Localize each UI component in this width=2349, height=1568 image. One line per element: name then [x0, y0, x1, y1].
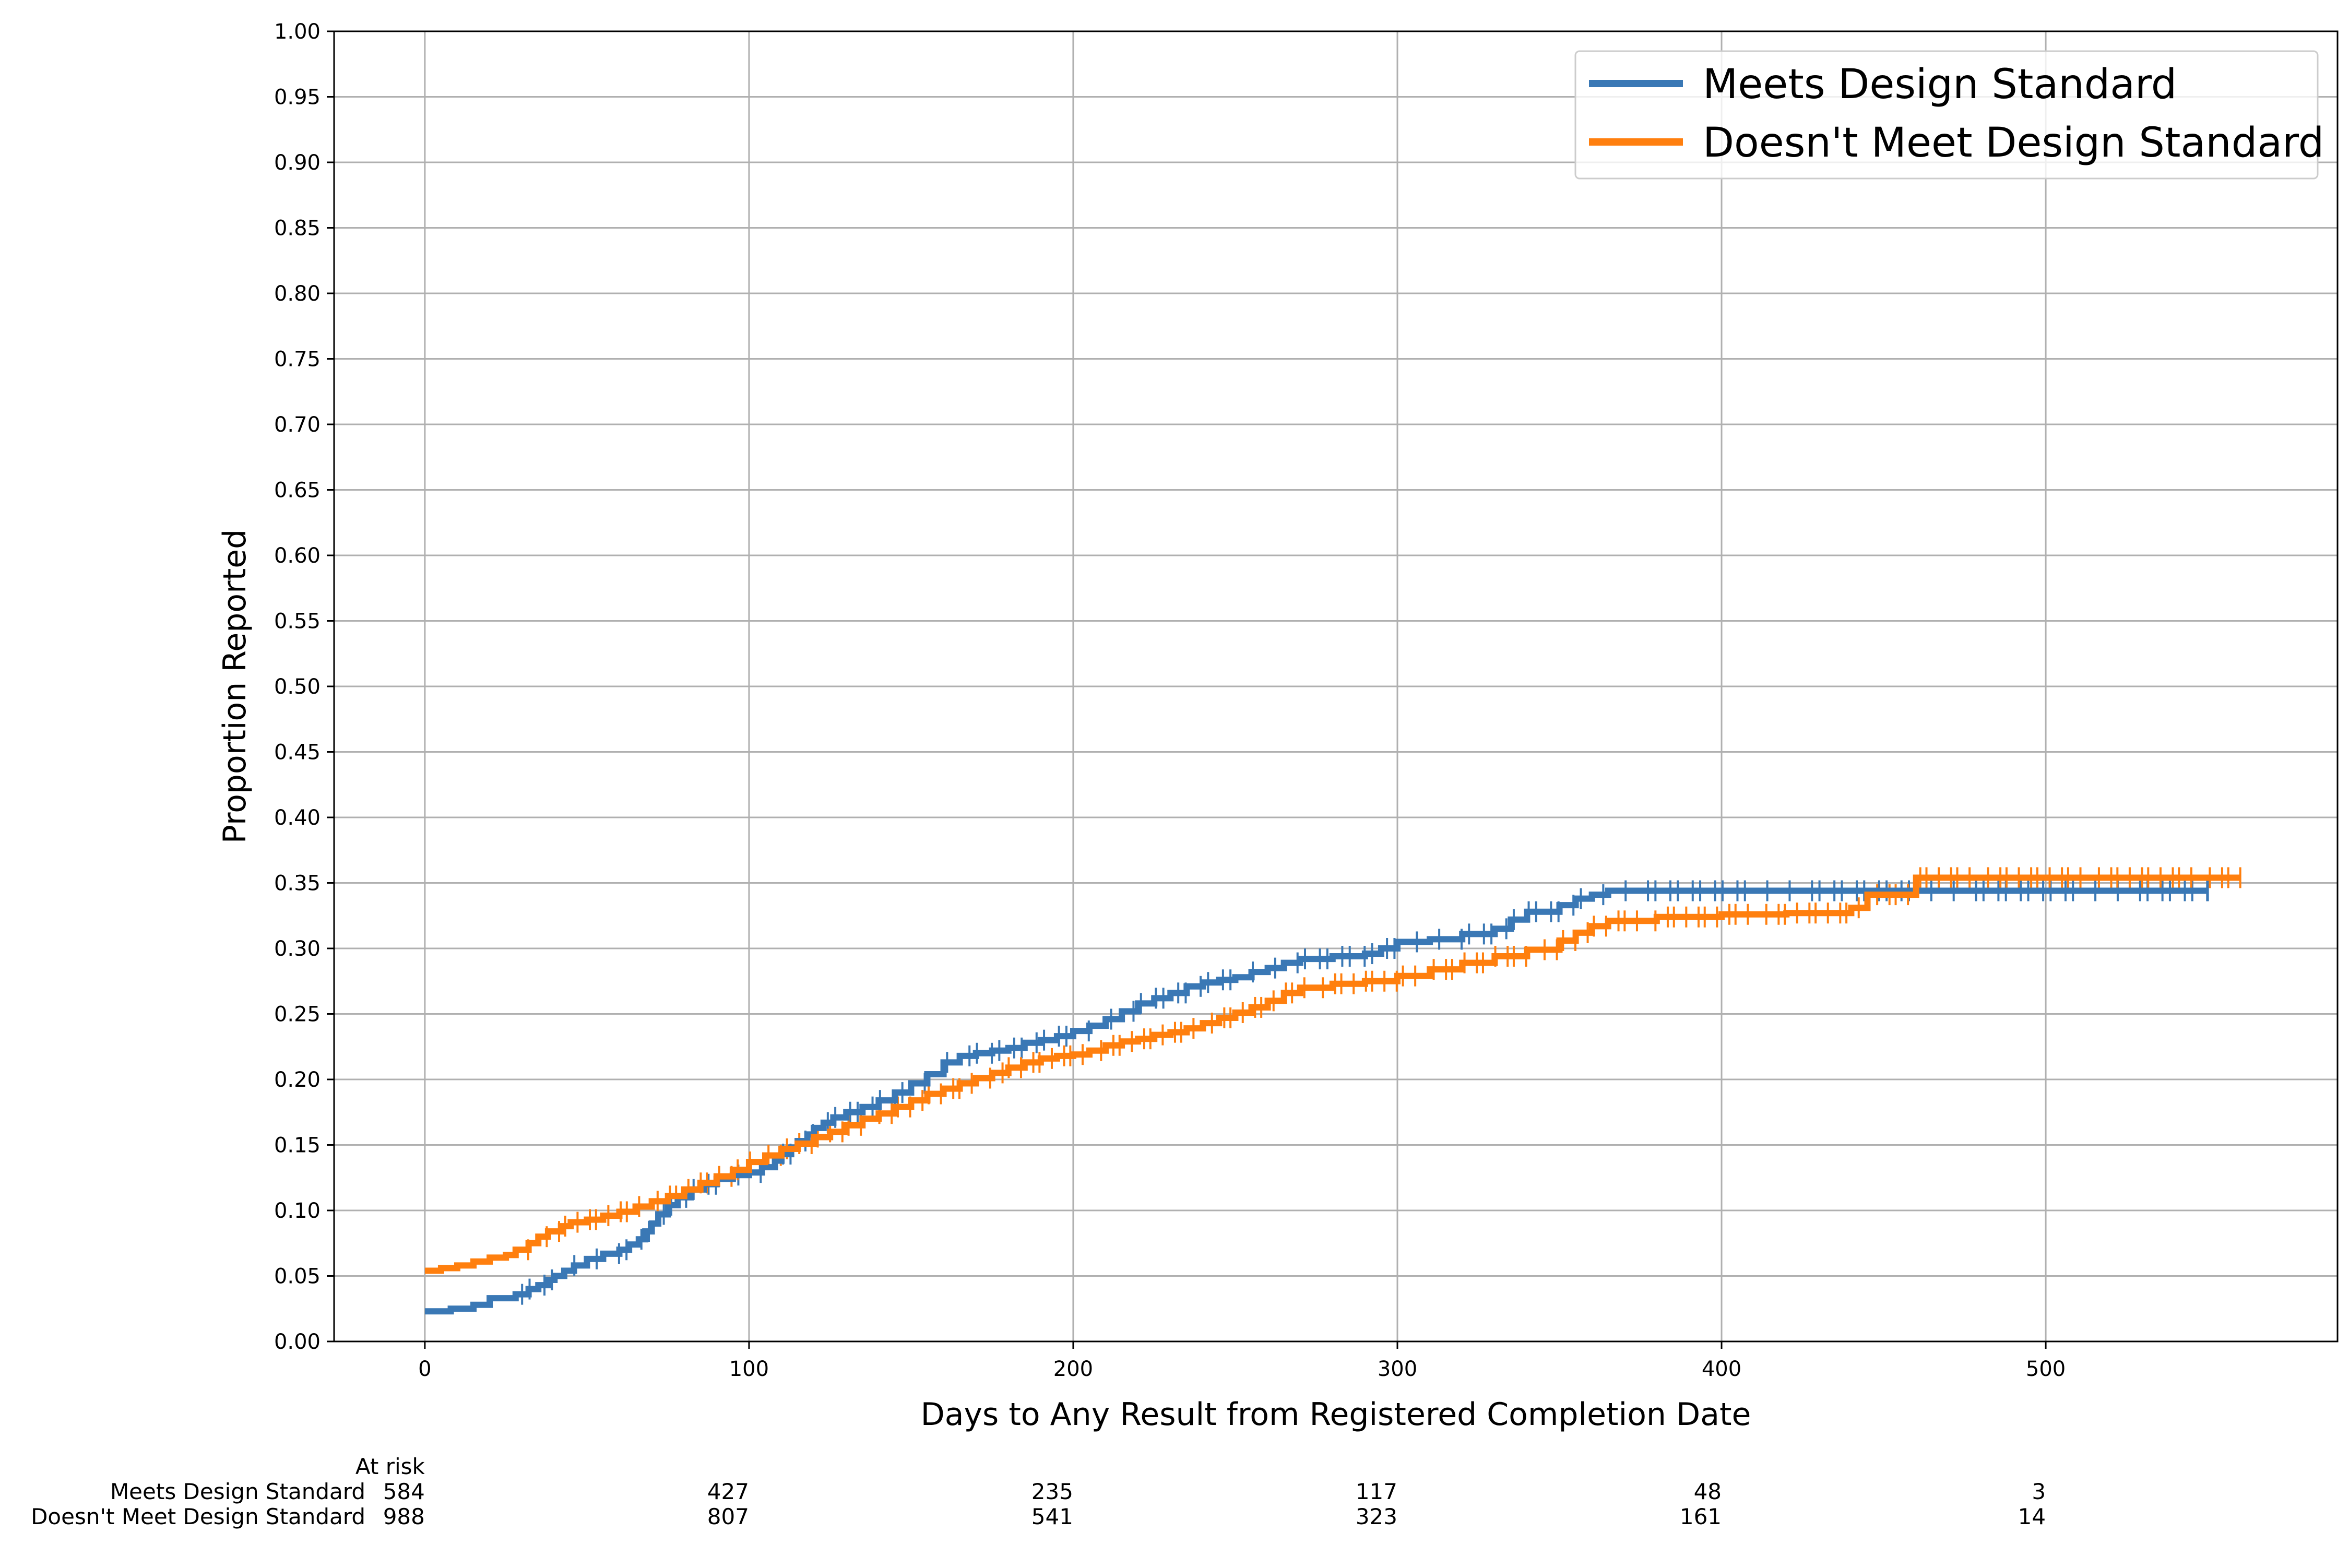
at-risk-count: 3: [2032, 1479, 2046, 1504]
at-risk-count: 427: [707, 1479, 749, 1504]
y-tick-label: 0.95: [274, 86, 321, 110]
y-tick-label: 0.75: [274, 348, 321, 372]
y-tick-label: 0.80: [274, 282, 321, 306]
y-tick-label: 0.50: [274, 675, 321, 699]
series-line-doesnt-meet: [424, 874, 2240, 1274]
legend-label-meets: Meets Design Standard: [1703, 61, 2177, 108]
at-risk-count: 161: [1680, 1504, 1722, 1529]
y-tick-label: 0.55: [274, 610, 321, 634]
x-tick-label: 100: [729, 1357, 769, 1381]
at-risk-count: 541: [1031, 1504, 1073, 1529]
at-risk-count: 807: [707, 1504, 749, 1529]
at-risk-table: At risk Meets Design Standard Doesn't Me…: [31, 1454, 2046, 1529]
y-tick-label: 0.30: [274, 937, 321, 961]
y-tick-label: 0.70: [274, 413, 321, 437]
y-tick-label: 0.15: [274, 1134, 321, 1158]
axis-ticks: 0.00 0.05 0.10 0.15 0.20 0.25 0.30 0.35 0.40 0.45…: [274, 20, 2066, 1381]
y-tick-label: 0.65: [274, 479, 321, 503]
at-risk-title: At risk: [355, 1454, 425, 1479]
y-tick-label: 0.85: [274, 217, 321, 241]
y-tick-label: 0.40: [274, 806, 321, 830]
x-tick-label: 300: [1378, 1357, 1417, 1381]
y-tick-label: 0.35: [274, 872, 321, 896]
at-risk-count: 117: [1356, 1479, 1397, 1504]
x-axis-label: Days to Any Result from Registered Compl…: [921, 1396, 1751, 1433]
y-tick-label: 0.05: [274, 1265, 321, 1289]
series-lines: [424, 874, 2240, 1315]
x-tick-label: 200: [1053, 1357, 1093, 1381]
at-risk-count: 323: [1356, 1504, 1397, 1529]
y-tick-label: 0.90: [274, 151, 321, 175]
series-line-meets: [424, 887, 2208, 1315]
at-risk-count: 988: [383, 1504, 425, 1529]
x-tick-label: 500: [2026, 1357, 2066, 1381]
at-risk-count: 235: [1031, 1479, 1073, 1504]
y-tick-label: 0.00: [274, 1330, 321, 1354]
y-tick-label: 0.25: [274, 1003, 321, 1027]
y-axis-label: Proportion Reported: [217, 529, 253, 844]
at-risk-row-name-doesnt-meet: Doesn't Meet Design Standard: [31, 1504, 365, 1529]
y-tick-label: 0.60: [274, 544, 321, 568]
legend: Meets Design Standard Doesn't Meet Desig…: [1574, 50, 2324, 180]
y-tick-label: 0.45: [274, 741, 321, 765]
at-risk-counts: 584 427 235 117 48 3 988 807 541 323 161 14: [383, 1479, 2046, 1529]
y-tick-label: 1.00: [274, 20, 321, 44]
x-tick-label: 400: [1702, 1357, 1741, 1381]
at-risk-count: 48: [1694, 1479, 1722, 1504]
at-risk-row-name-meets: Meets Design Standard: [110, 1479, 365, 1504]
y-tick-label: 0.20: [274, 1068, 321, 1092]
grid-lines: [334, 30, 2338, 1343]
legend-label-doesnt-meet: Doesn't Meet Design Standard: [1703, 120, 2324, 167]
x-tick-label: 0: [418, 1357, 431, 1381]
legend-box: [1574, 50, 2319, 180]
y-tick-label: 0.10: [274, 1199, 321, 1223]
at-risk-count: 584: [383, 1479, 425, 1504]
at-risk-count: 14: [2018, 1504, 2046, 1529]
